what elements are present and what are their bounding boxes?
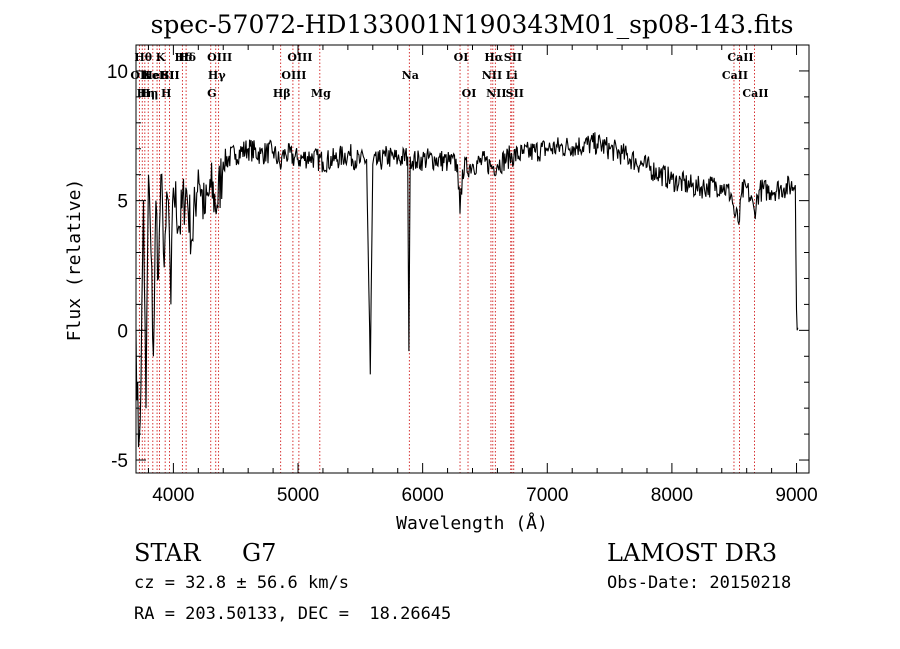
line-label-9: Hδ [174, 51, 192, 64]
spectrum-chart: spec-57072-HD133001N190343M01_sp08-143.f… [64, 10, 818, 534]
x-tick-label-5: 9000 [775, 485, 817, 506]
line-label-22: Hα [484, 51, 503, 64]
y-axis-label: Flux (relative) [64, 179, 85, 342]
line-label-7: H [161, 87, 171, 100]
line-label-3: Hη [140, 87, 158, 100]
emission-line-labels: OIIHθHηHηHeINeIIIKHSIIHδHδGHγOIIIHβOIIIO… [130, 51, 768, 100]
line-label-24: Li [506, 69, 518, 82]
y-tick-label-2: 5 [117, 192, 128, 213]
line-label-19: OI [454, 51, 469, 64]
line-label-26: SII [506, 87, 524, 100]
y-axis-ticks: -5 0 5 10 [107, 44, 809, 472]
line-label-6: K [156, 51, 166, 64]
line-label-21: NII [482, 69, 502, 82]
line-label-28: CaII [727, 51, 753, 64]
ra-dec-coords: RA = 203.50133, DEC = 18.26645 [134, 604, 452, 624]
y-tick-label-0: -5 [111, 451, 128, 472]
line-label-1: Hθ [134, 51, 152, 64]
plot-frame [135, 44, 810, 474]
x-axis-label: Wavelength (Å) [396, 512, 548, 534]
line-label-5: NeIII [142, 69, 175, 82]
emission-line-markers [138, 45, 755, 473]
survey-name: LAMOST DR3 [607, 539, 778, 567]
line-label-11: G [207, 87, 216, 100]
line-label-13: OIII [207, 51, 232, 64]
x-tick-label-0: 4000 [152, 485, 194, 506]
line-label-15: OIII [281, 69, 306, 82]
x-tick-label-1: 5000 [277, 485, 319, 506]
y-tick-label-3: 10 [107, 62, 128, 83]
object-class: STAR [134, 539, 201, 567]
line-label-17: Mg [311, 87, 331, 100]
x-tick-label-4: 8000 [651, 485, 693, 506]
line-label-14: Hβ [273, 87, 291, 100]
line-label-20: OI [462, 87, 477, 100]
line-label-4: HeI [143, 69, 166, 82]
x-tick-label-3: 7000 [526, 485, 568, 506]
line-label-25: SII [504, 51, 522, 64]
obs-date: Obs-Date: 20150218 [607, 573, 792, 593]
line-label-23: NII [486, 87, 506, 100]
line-label-18: Na [402, 69, 419, 82]
line-label-2: Hη [137, 87, 155, 100]
spectrum-line [135, 132, 799, 448]
y-tick-label-1: 0 [117, 321, 128, 342]
line-label-0: OII [130, 69, 150, 82]
line-label-27: CaII [722, 69, 748, 82]
line-label-29: CaII [742, 87, 768, 100]
redshift-cz: cz = 32.8 ± 56.6 km/s [134, 573, 349, 593]
line-label-10: Hδ [178, 51, 196, 64]
line-label-12: Hγ [208, 69, 226, 82]
subclass: G7 [242, 539, 277, 567]
x-axis-ticks: 4000 5000 6000 7000 8000 9000 [147, 45, 818, 506]
line-label-16: OIII [287, 51, 312, 64]
chart-title: spec-57072-HD133001N190343M01_sp08-143.f… [151, 10, 794, 39]
x-tick-label-2: 6000 [402, 485, 444, 506]
line-label-8: SII [161, 69, 179, 82]
